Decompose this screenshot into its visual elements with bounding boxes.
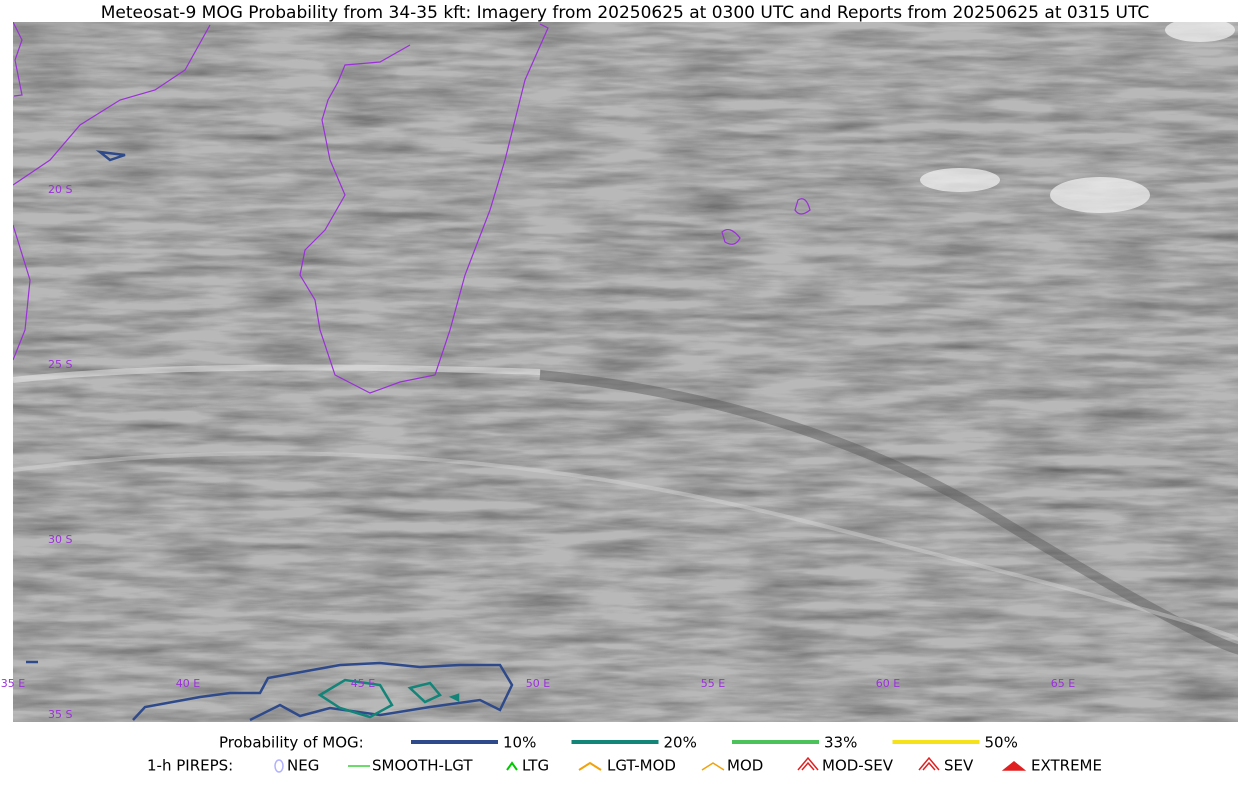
lon-label: 50 E bbox=[526, 677, 550, 690]
legend-title: 1-h PIREPS: bbox=[147, 757, 233, 775]
legend-label: SMOOTH-LGT bbox=[372, 757, 473, 775]
legend-label: 50% bbox=[985, 734, 1018, 752]
lat-label: 35 S bbox=[48, 708, 72, 721]
legend-label: MOD bbox=[727, 757, 763, 775]
lon-label: 65 E bbox=[1051, 677, 1075, 690]
legend-label: 10% bbox=[503, 734, 536, 752]
lon-label: 40 E bbox=[176, 677, 200, 690]
lon-label: 45 E bbox=[351, 677, 375, 690]
legend-label: 20% bbox=[664, 734, 697, 752]
title: Meteosat-9 MOG Probability from 34-35 kf… bbox=[101, 3, 1150, 23]
legend-label: SEV bbox=[944, 757, 974, 775]
lat-label: 20 S bbox=[48, 183, 72, 196]
legend-label: 33% bbox=[824, 734, 857, 752]
lon-label: 35 E bbox=[1, 677, 25, 690]
lon-label: 55 E bbox=[701, 677, 725, 690]
legend-title: Probability of MOG: bbox=[219, 734, 364, 752]
legend-label: NEG bbox=[287, 757, 319, 775]
map bbox=[13, 22, 1238, 722]
legend-label: LGT-MOD bbox=[607, 757, 676, 775]
legend-label: MOD-SEV bbox=[822, 757, 894, 775]
lat-label: 25 S bbox=[48, 358, 72, 371]
lat-label: 30 S bbox=[48, 533, 72, 546]
legend-label: LTG bbox=[522, 757, 549, 775]
legend-label: EXTREME bbox=[1031, 757, 1102, 775]
lon-label: 60 E bbox=[876, 677, 900, 690]
